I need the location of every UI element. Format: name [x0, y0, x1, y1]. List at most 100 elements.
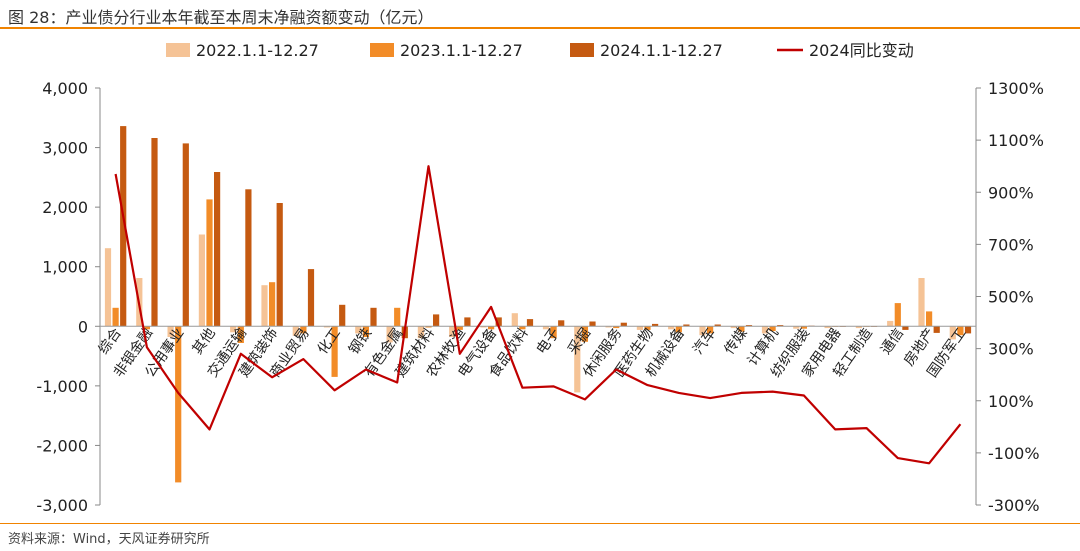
- bar-s3-11: [433, 314, 440, 327]
- bar-s3-7: [307, 269, 315, 327]
- bar-s1-26: [887, 320, 894, 327]
- y2-tick-label: 300%: [988, 340, 1034, 359]
- y-tick-label: 3,000: [42, 139, 88, 158]
- bar-s1-18: [636, 326, 643, 330]
- y2-tick-label: 500%: [988, 288, 1034, 307]
- bar-s3-6: [276, 203, 283, 327]
- bar-s1-7: [292, 326, 299, 336]
- bar-s1-23: [793, 326, 800, 329]
- category-label-8: 化工: [315, 325, 344, 357]
- bar-s1-24: [824, 326, 831, 329]
- bar-s3-4: [214, 172, 221, 327]
- bar-s3-17: [620, 322, 627, 327]
- category-label-16: 采掘: [565, 325, 594, 357]
- legend-label-line: 2024同比变动: [809, 41, 914, 60]
- bottom-rule: [0, 523, 1080, 524]
- bar-s3-2: [151, 138, 158, 327]
- chart: 2022.1.1-12.27 2023.1.1-12.27 2024.1.1-12.…: [36, 41, 1044, 515]
- bar-s1-13: [480, 326, 487, 328]
- category-label-9: 钢铁: [346, 325, 375, 357]
- legend-swatch-3: [570, 43, 594, 57]
- bar-s3-1: [120, 126, 127, 327]
- bar-s2-15: [550, 326, 557, 339]
- bar-s3-20: [714, 324, 721, 327]
- bar-s1-20: [699, 326, 706, 336]
- bar-s1-22: [761, 326, 769, 334]
- bar-s2-18: [644, 326, 651, 330]
- bar-s3-14: [526, 319, 534, 327]
- y2-tick-label: 900%: [988, 183, 1034, 202]
- bar-s3-3: [182, 143, 189, 327]
- bar-s1-19: [668, 326, 675, 330]
- bar-s2-22: [769, 326, 776, 332]
- bar-s3-26: [902, 326, 909, 330]
- bar-s3-19: [683, 324, 690, 327]
- legend-label-1: 2022.1.1-12.27: [196, 41, 319, 60]
- y-tick-label: -2,000: [36, 436, 88, 455]
- bar-s1-8: [323, 326, 331, 328]
- bar-s3-13: [495, 317, 502, 327]
- bar-s1-15: [542, 326, 550, 330]
- bar-s3-18: [652, 323, 659, 327]
- bar-s3-21: [745, 325, 753, 327]
- bar-s2-16: [581, 326, 588, 342]
- axis-lines: [99, 88, 977, 505]
- bar-s1-11: [417, 326, 424, 339]
- bar-s1-21: [730, 326, 737, 329]
- bars: [104, 126, 972, 483]
- y2-tick-label: 1100%: [988, 131, 1044, 150]
- yoy-line-path: [114, 165, 962, 465]
- bar-s2-8: [331, 326, 338, 377]
- y-tick-label: 2,000: [42, 198, 88, 217]
- bar-s2-11: [425, 326, 432, 328]
- bar-s1-6: [261, 285, 268, 327]
- y-tick-label: 1,000: [42, 258, 88, 277]
- bar-s2-10: [394, 307, 401, 327]
- bar-s1-1: [104, 248, 112, 327]
- category-label-21: 传媒: [721, 325, 750, 357]
- bar-s3-16: [589, 321, 596, 327]
- bar-s1-14: [511, 313, 518, 327]
- bar-s1-16: [574, 326, 581, 393]
- bar-s3-8: [339, 304, 346, 327]
- bar-s2-1: [112, 307, 119, 327]
- bar-s3-28: [964, 326, 972, 334]
- bar-s2-26: [894, 303, 901, 327]
- bar-s2-6: [269, 282, 276, 327]
- bar-s2-17: [613, 326, 620, 329]
- bar-s3-15: [558, 320, 565, 327]
- bar-s2-27: [926, 311, 933, 327]
- legend: 2022.1.1-12.27 2023.1.1-12.27 2024.1.1-12.…: [166, 41, 914, 60]
- bar-s3-5: [245, 189, 252, 327]
- bar-s1-12: [449, 326, 456, 337]
- bar-s2-7: [300, 326, 307, 334]
- bar-s1-5: [230, 326, 237, 333]
- bar-s3-9: [370, 307, 377, 327]
- bar-s3-22: [777, 325, 784, 327]
- bar-s1-28: [949, 326, 956, 340]
- yoy-line: [114, 165, 962, 465]
- category-label-20: 汽车: [689, 325, 719, 358]
- bar-s3-12: [464, 317, 471, 327]
- y-tick-label: -1,000: [36, 377, 88, 396]
- bar-s1-27: [918, 278, 925, 327]
- category-label-26: 通信: [878, 325, 907, 357]
- bar-s2-4: [206, 199, 213, 327]
- source-note: 资料来源：Wind，天风证券研究所: [8, 532, 210, 547]
- chart-title: 图 28：产业债分行业本年截至本周末净融资额变动（亿元）: [8, 8, 434, 27]
- y2-tick-label: -100%: [988, 444, 1040, 463]
- bar-s1-10: [386, 326, 393, 343]
- category-label-15: 电子: [534, 325, 563, 357]
- bar-s2-13: [488, 326, 495, 330]
- bar-s1-4: [198, 234, 205, 327]
- y-tick-label: 4,000: [42, 79, 88, 98]
- legend-label-2: 2023.1.1-12.27: [400, 41, 523, 60]
- bar-s2-23: [800, 326, 807, 329]
- bar-s2-21: [738, 326, 745, 332]
- bar-s1-3: [167, 326, 174, 337]
- bar-s1-9: [355, 326, 362, 334]
- category-label-4: 其他: [190, 325, 219, 357]
- legend-label-3: 2024.1.1-12.27: [600, 41, 723, 60]
- bar-s2-19: [675, 326, 682, 333]
